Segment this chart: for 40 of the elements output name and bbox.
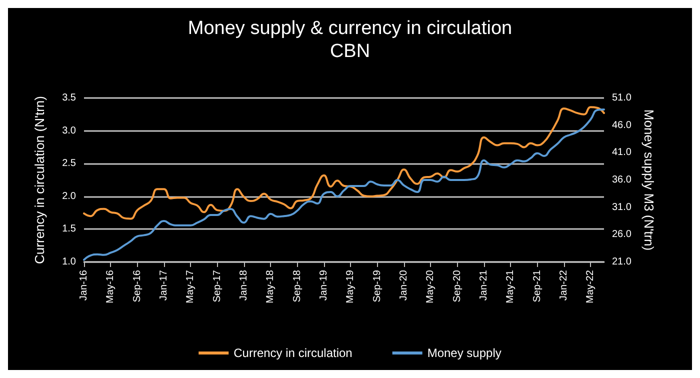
x-tick-label: May-20 <box>425 270 436 304</box>
x-tick-label: Sep-21 <box>532 270 543 302</box>
x-tick-label: Sep-18 <box>292 270 303 302</box>
x-tick-label: Jan-17 <box>158 270 170 301</box>
x-tick-label: Sep-17 <box>212 270 223 302</box>
y-tick-label: 2.5 <box>62 158 76 170</box>
y-tick-label: 2.0 <box>62 190 76 202</box>
x-tick-label: Jan-19 <box>318 270 330 301</box>
y-axis-title: Currency in circulation (N'trn) <box>32 96 47 264</box>
x-tick-label: Jan-21 <box>478 270 490 301</box>
y-tick-label: 1.0 <box>62 256 76 268</box>
legend-label: Currency in circulation <box>234 346 352 360</box>
y-tick-label: 1.5 <box>62 224 76 235</box>
x-tick-label: May-21 <box>505 270 516 304</box>
x-tick-label: May-17 <box>185 270 196 304</box>
y2-tick-label: 36.0 <box>612 174 632 186</box>
x-tick-label: May-19 <box>345 270 356 304</box>
y2-tick-label: 31.0 <box>612 202 632 213</box>
x-tick-label: Sep-20 <box>452 270 463 302</box>
x-tick-label: May-18 <box>265 270 276 304</box>
legend-label: Money supply <box>427 346 502 360</box>
x-tick-label: Jan-16 <box>78 270 90 301</box>
y2-tick-label: 51.0 <box>612 92 632 104</box>
y2-tick-label: 41.0 <box>612 147 632 158</box>
chart-title: Money supply & currency in circulation <box>188 18 512 39</box>
y2-tick-label: 26.0 <box>612 229 632 240</box>
x-tick-label: Jan-22 <box>558 270 570 301</box>
x-tick-label: Jan-20 <box>398 270 410 301</box>
chart-subtitle: CBN <box>330 41 370 62</box>
x-tick-label: May-16 <box>105 270 116 304</box>
y2-axis-title: Money supply M3 (N'trn) <box>641 109 656 251</box>
x-tick-label: Sep-16 <box>132 270 143 302</box>
line-series <box>83 106 605 220</box>
y2-tick-label: 21.0 <box>612 256 632 268</box>
x-tick-label: Sep-19 <box>372 270 383 302</box>
x-tick-label: May-22 <box>585 270 596 304</box>
x-tick-label: Jan-18 <box>238 270 250 301</box>
y-tick-label: 3.0 <box>62 125 76 136</box>
y-tick-label: 3.5 <box>62 92 76 104</box>
y2-tick-label: 46.0 <box>612 120 632 131</box>
